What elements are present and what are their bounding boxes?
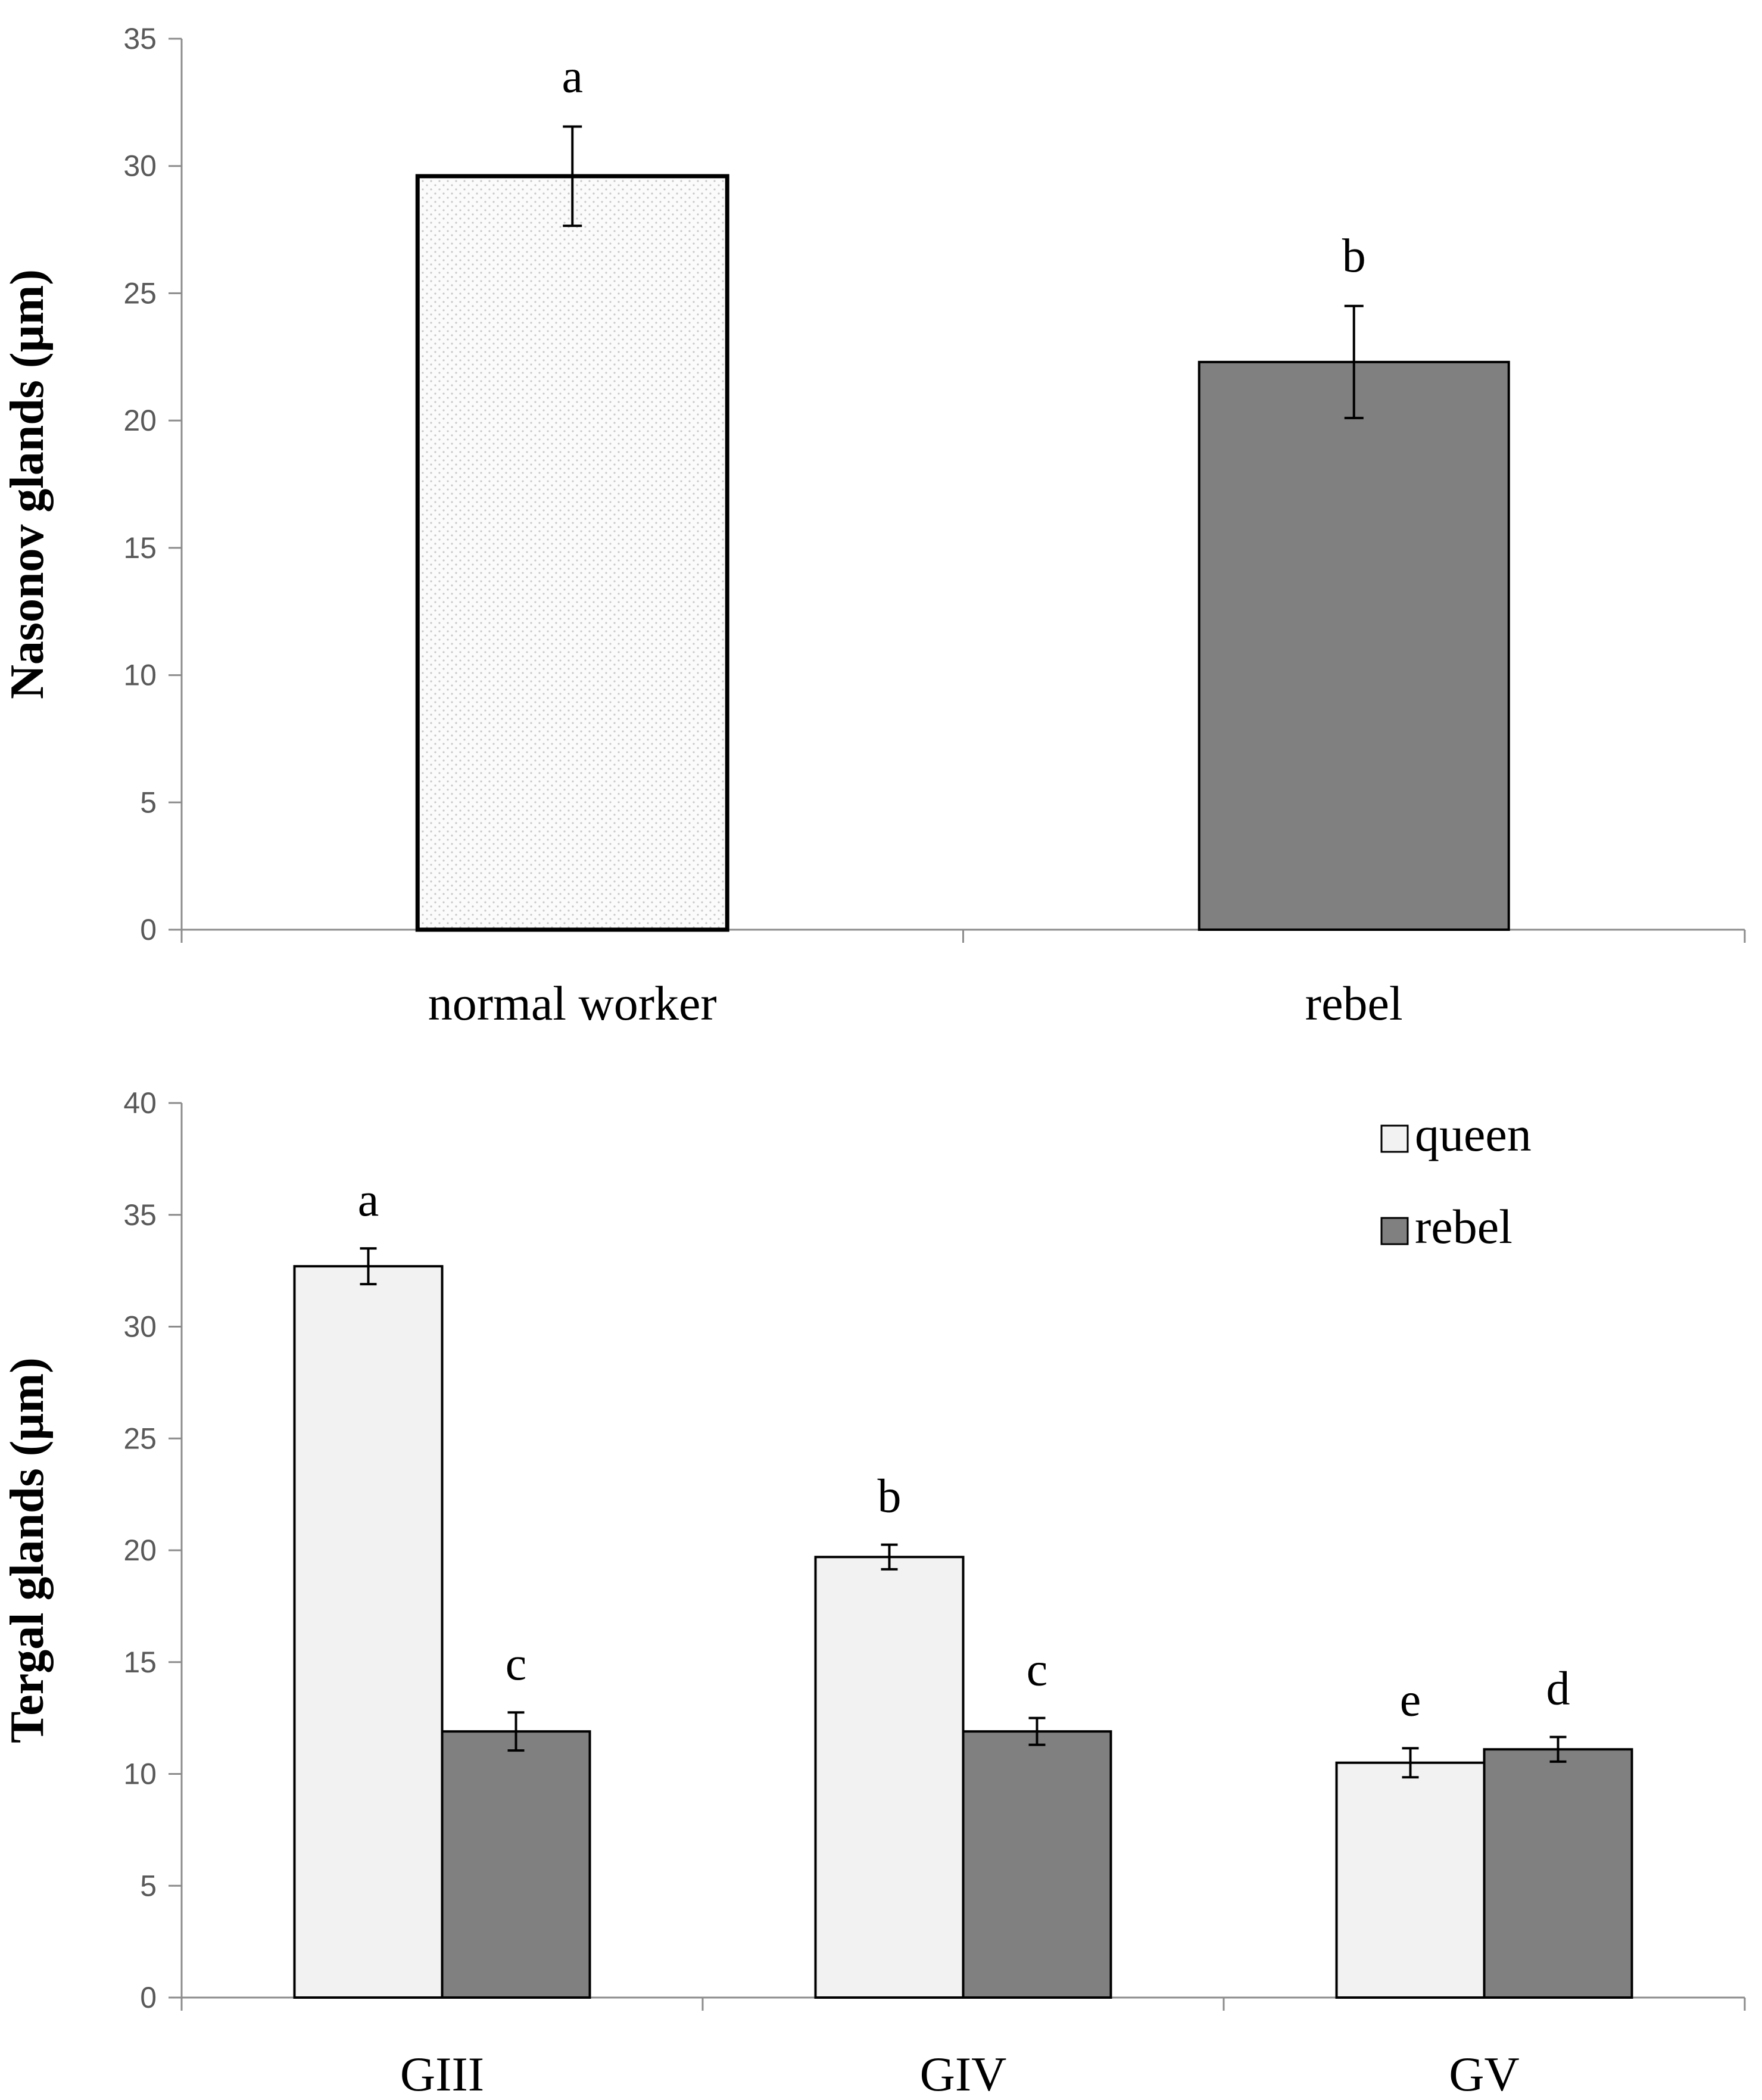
y-tick-label: 5 xyxy=(140,786,157,819)
bar-queen-GIII xyxy=(293,1265,444,1999)
y-axis-title: Tergal glands (µm) xyxy=(1,1357,54,1743)
y-tick-label: 0 xyxy=(140,1981,157,2014)
y-tick-label: 15 xyxy=(123,1646,157,1679)
significance-label: b xyxy=(1342,230,1366,282)
significance-label: c xyxy=(506,1638,527,1690)
significance-label: c xyxy=(1027,1644,1048,1696)
x-category-label: GIII xyxy=(400,2047,484,2100)
bar-rebel-GIV xyxy=(962,1730,1112,1999)
bar-queen-GIV xyxy=(814,1556,965,1999)
bar-rebel-GV xyxy=(1483,1748,1633,1999)
legend-label-rebel: rebel xyxy=(1415,1199,1512,1254)
bar-normal-worker xyxy=(415,174,729,932)
y-tick-label: 35 xyxy=(123,22,157,55)
legend-swatch-queen xyxy=(1380,1124,1409,1153)
y-tick-label: 20 xyxy=(123,1534,157,1567)
y-tick-label: 35 xyxy=(123,1198,157,1232)
x-category-label: normal worker xyxy=(428,976,717,1030)
x-category-label: GV xyxy=(1449,2047,1519,2100)
y-tick-label: 30 xyxy=(123,1310,157,1344)
significance-label: d xyxy=(1546,1663,1570,1715)
y-tick-label: 5 xyxy=(140,1869,157,1902)
y-tick-label: 10 xyxy=(123,1758,157,1791)
bar-queen-GV xyxy=(1335,1761,1486,1999)
nasonov-chart: 0 5 10 15 20 25 30 35 normal worker rebel Nasonov … xyxy=(1,22,1746,1030)
x-category-label: GIV xyxy=(920,2047,1007,2100)
y-tick-label: 40 xyxy=(123,1086,157,1120)
y-tick-label: 30 xyxy=(123,149,157,183)
legend-label-queen: queen xyxy=(1415,1107,1532,1161)
significance-label: b xyxy=(878,1470,902,1523)
y-tick-label: 20 xyxy=(123,404,157,437)
y-tick-label: 25 xyxy=(123,1422,157,1455)
significance-label: a xyxy=(562,50,583,102)
y-axis-title: Nasonov glands (µm) xyxy=(1,269,54,699)
y-tick-label: 25 xyxy=(123,276,157,310)
significance-label: a xyxy=(358,1174,379,1226)
legend-swatch-rebel xyxy=(1380,1217,1409,1245)
y-tick-label: 10 xyxy=(123,659,157,692)
y-tick-label: 0 xyxy=(140,913,157,946)
bar-rebel-GIII xyxy=(441,1730,591,1999)
y-tick-label: 15 xyxy=(123,531,157,565)
significance-label: e xyxy=(1400,1674,1421,1726)
bar-rebel xyxy=(1197,360,1510,931)
x-category-label: rebel xyxy=(1305,976,1403,1030)
tergal-chart: 0 5 10 15 20 25 30 35 40 GIII GIV GV Tergal glands (… xyxy=(1,1086,1746,2100)
